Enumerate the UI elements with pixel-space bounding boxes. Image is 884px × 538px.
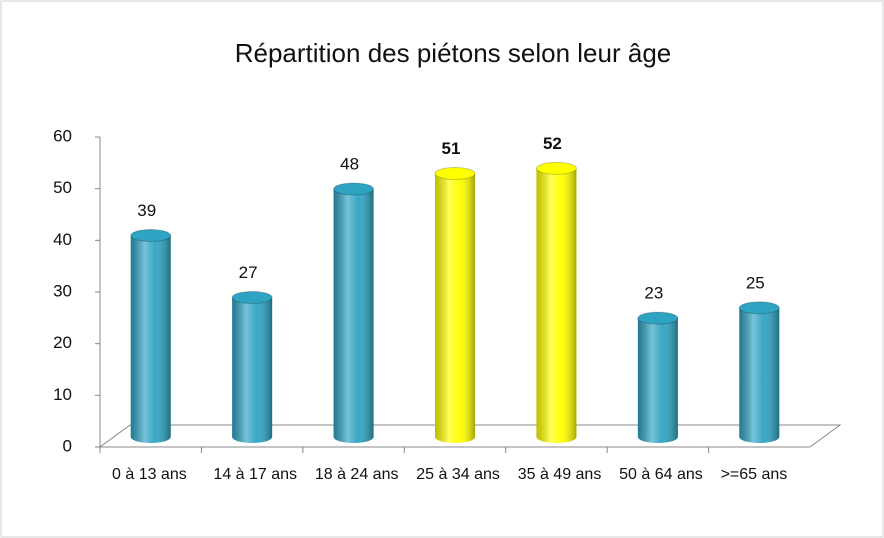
bar-part <box>637 311 679 325</box>
bar <box>434 167 476 443</box>
bar-part <box>435 173 475 443</box>
bar-part <box>535 161 577 175</box>
bar-part <box>130 229 172 242</box>
bar <box>231 291 273 443</box>
x-tick-label: 18 à 24 ans <box>314 466 399 483</box>
value-label: 23 <box>644 284 663 303</box>
x-tick-label: 25 à 34 ans <box>416 466 500 483</box>
value-label: 48 <box>340 154 359 173</box>
chart-title: Répartition des piétons selon leur âge <box>235 38 672 68</box>
value-label: 52 <box>543 134 562 153</box>
bar-part <box>536 168 577 444</box>
bar-part <box>333 189 374 443</box>
bar-part <box>434 167 476 180</box>
bar <box>333 182 375 443</box>
bar-part <box>738 301 780 315</box>
bar <box>535 161 577 444</box>
bar-part <box>232 297 273 443</box>
y-tick-label: 50 <box>53 178 72 197</box>
value-label: 25 <box>746 273 765 292</box>
bar-part <box>231 291 273 304</box>
x-tick-label: 14 à 17 ans <box>213 466 298 483</box>
bar-part <box>637 318 678 443</box>
x-tick-label: 35 à 49 ans <box>517 466 602 483</box>
y-tick-label: 30 <box>53 281 72 300</box>
bar <box>130 229 172 443</box>
x-tick-label: 0 à 13 ans <box>112 466 187 483</box>
y-tick-label: 10 <box>53 385 72 404</box>
x-tick-label: 50 à 64 ans <box>619 466 703 483</box>
y-tick-label: 60 <box>53 126 72 145</box>
value-label: 51 <box>442 139 461 158</box>
bar <box>637 311 679 443</box>
y-tick-label: 20 <box>53 333 72 352</box>
x-tick-label: >=65 ans <box>720 466 788 483</box>
bar-part <box>333 182 375 196</box>
bar-part <box>130 235 171 443</box>
bar-part <box>739 307 780 443</box>
y-tick-label: 40 <box>53 230 72 249</box>
value-label: 27 <box>239 263 258 282</box>
y-tick-label: 0 <box>63 436 72 455</box>
bar <box>738 301 780 443</box>
value-label: 39 <box>137 201 156 220</box>
